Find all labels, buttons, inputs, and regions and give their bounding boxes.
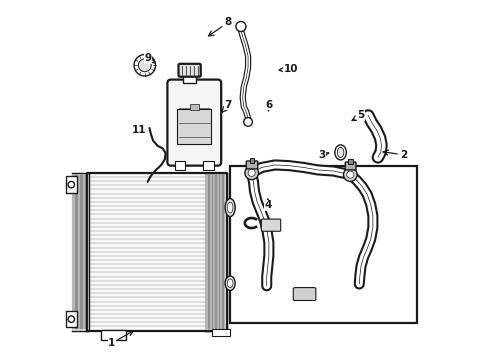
Ellipse shape <box>244 166 258 180</box>
Bar <box>203 161 214 170</box>
Circle shape <box>244 118 252 126</box>
Bar <box>230 166 416 323</box>
FancyBboxPatch shape <box>293 288 315 301</box>
Ellipse shape <box>224 199 235 216</box>
Ellipse shape <box>337 147 343 157</box>
Ellipse shape <box>224 276 235 291</box>
Ellipse shape <box>334 145 346 160</box>
Text: 4: 4 <box>264 199 271 210</box>
Text: 3: 3 <box>317 150 328 160</box>
FancyBboxPatch shape <box>261 219 280 231</box>
Bar <box>177 109 211 144</box>
Bar <box>249 158 254 163</box>
Circle shape <box>68 316 74 322</box>
FancyBboxPatch shape <box>167 80 221 166</box>
Polygon shape <box>86 173 226 330</box>
Polygon shape <box>72 173 88 330</box>
Ellipse shape <box>227 202 233 213</box>
Text: 10: 10 <box>279 64 298 74</box>
Ellipse shape <box>227 279 233 288</box>
FancyBboxPatch shape <box>66 311 77 327</box>
Ellipse shape <box>346 171 353 178</box>
FancyBboxPatch shape <box>66 176 77 193</box>
Polygon shape <box>204 173 226 330</box>
Text: 5: 5 <box>351 111 364 121</box>
FancyBboxPatch shape <box>345 162 355 170</box>
Circle shape <box>134 54 155 76</box>
Text: 11: 11 <box>131 125 145 135</box>
Circle shape <box>138 59 151 72</box>
Text: 8: 8 <box>208 17 231 36</box>
Bar <box>348 159 352 164</box>
Text: 7: 7 <box>222 100 232 112</box>
Bar <box>190 104 198 111</box>
Circle shape <box>68 181 74 188</box>
Text: 1: 1 <box>108 331 133 348</box>
Bar <box>174 161 185 170</box>
FancyBboxPatch shape <box>246 161 257 169</box>
Ellipse shape <box>247 169 255 176</box>
Text: 6: 6 <box>264 100 272 111</box>
Bar <box>183 75 196 83</box>
Bar <box>212 329 230 336</box>
Text: 9: 9 <box>144 53 155 63</box>
FancyBboxPatch shape <box>178 64 201 77</box>
Ellipse shape <box>343 168 356 181</box>
Text: 2: 2 <box>382 150 407 160</box>
Circle shape <box>235 22 245 32</box>
Bar <box>101 329 126 339</box>
